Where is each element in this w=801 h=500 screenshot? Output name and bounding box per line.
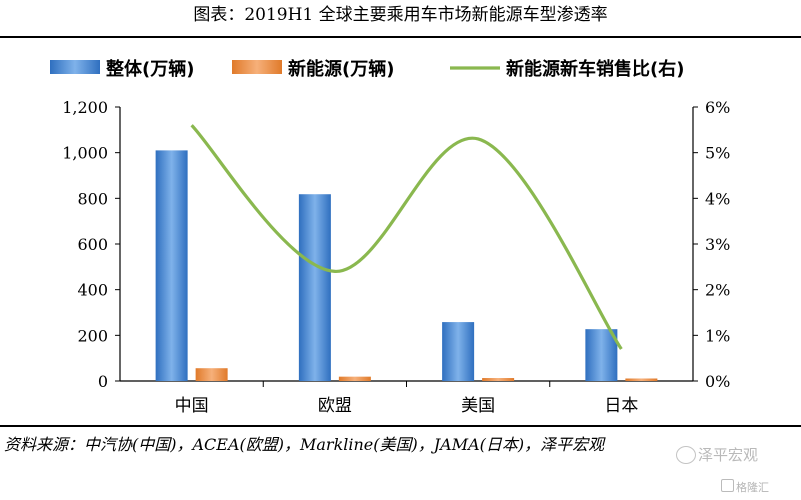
wechat-icon	[676, 446, 696, 464]
left-tick-label: 0	[98, 372, 108, 391]
x-tick-label: 日本	[604, 396, 638, 416]
legend-label: 新能源新车销售比(右)	[506, 58, 684, 80]
bar-total	[155, 150, 188, 381]
line-ratio	[190, 124, 623, 350]
x-tick-label: 欧盟	[318, 396, 352, 416]
bar-total	[298, 194, 331, 381]
chart: 整体(万辆) 新能源(万辆) 新能源新车销售比(右) 0 200 400 600 800 1,…	[50, 58, 730, 416]
bar-total	[442, 322, 475, 381]
watermark-text: 泽平宏观	[698, 446, 759, 464]
left-tick-label: 400	[77, 281, 108, 300]
watermark-secondary: 格隆汇	[736, 481, 769, 494]
right-tick-label: 4%	[705, 189, 730, 208]
left-tick-label: 200	[77, 326, 108, 345]
bar-nev	[482, 378, 515, 381]
left-tick-label: 800	[77, 189, 108, 208]
right-tick-label: 5%	[705, 144, 730, 163]
watermark-logo-icon	[721, 479, 734, 492]
left-tick-label: 1,200	[62, 98, 108, 117]
bar-nev	[338, 376, 371, 381]
x-tick-label: 中国	[175, 396, 209, 416]
bars	[155, 150, 658, 381]
left-tick-label: 1,000	[62, 144, 108, 163]
title-divider	[0, 36, 801, 38]
right-tick-label: 2%	[705, 281, 730, 300]
right-tick-label: 1%	[705, 326, 730, 345]
left-tick-label: 600	[77, 235, 108, 254]
x-tick-label: 美国	[461, 396, 495, 416]
legend-swatch	[232, 60, 282, 74]
chart-title: 图表：2019H1 全球主要乘用车市场新能源车型渗透率	[193, 5, 608, 25]
bar-total	[585, 329, 618, 381]
axes: 0 200 400 600 800 1,000 1,200 0% 1% 2% 3% 4% 5% 6%	[62, 98, 730, 391]
bar-nev	[195, 368, 228, 381]
legend: 整体(万辆) 新能源(万辆) 新能源新车销售比(右)	[50, 58, 684, 80]
right-tick-label: 0%	[705, 372, 730, 391]
bar-nev	[625, 378, 658, 381]
right-tick-label: 3%	[705, 235, 730, 254]
source-note: 资料来源：中汽协(中国)，ACEA(欧盟)，Markline(美国)，JAMA(…	[4, 435, 605, 454]
right-tick-label: 6%	[705, 98, 730, 117]
source-divider	[0, 425, 801, 427]
line-series	[190, 124, 623, 350]
legend-swatch	[50, 60, 100, 74]
x-tick-labels: 中国 欧盟 美国 日本	[175, 396, 639, 416]
legend-label: 新能源(万辆)	[288, 58, 394, 80]
legend-label: 整体(万辆)	[105, 58, 194, 80]
